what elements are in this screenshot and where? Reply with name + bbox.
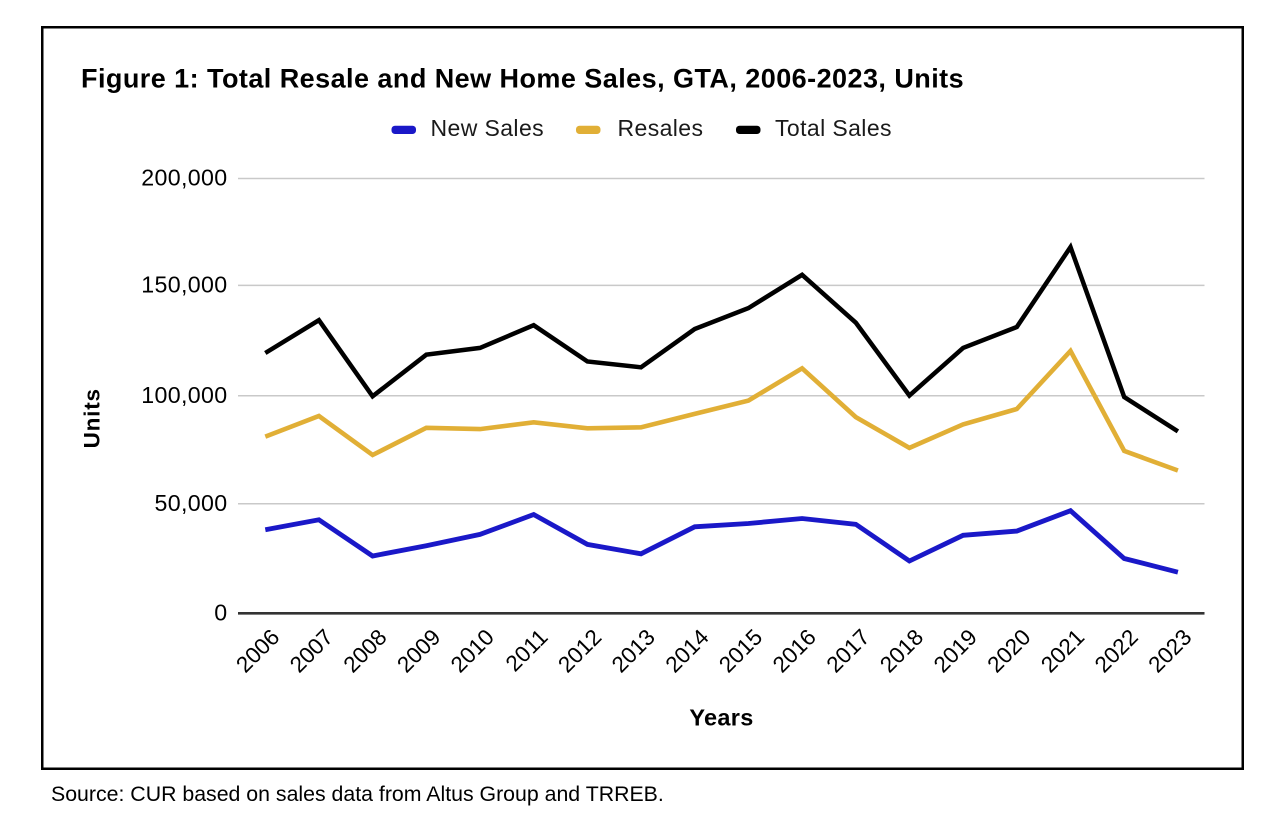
svg-text:Source: CUR based on sales dat: Source: CUR based on sales data from Alt…: [51, 782, 664, 806]
svg-text:Resales: Resales: [618, 115, 704, 141]
svg-text:0: 0: [214, 600, 227, 626]
svg-text:200,000: 200,000: [141, 165, 227, 191]
svg-text:100,000: 100,000: [141, 382, 227, 408]
svg-text:Figure 1: Total Resale and New: Figure 1: Total Resale and New Home Sale…: [81, 64, 964, 94]
svg-text:New Sales: New Sales: [431, 115, 545, 141]
svg-text:Units: Units: [80, 388, 105, 448]
svg-text:50,000: 50,000: [154, 490, 227, 516]
svg-text:150,000: 150,000: [141, 272, 227, 298]
svg-text:Years: Years: [689, 705, 753, 731]
svg-text:Total Sales: Total Sales: [775, 115, 892, 141]
